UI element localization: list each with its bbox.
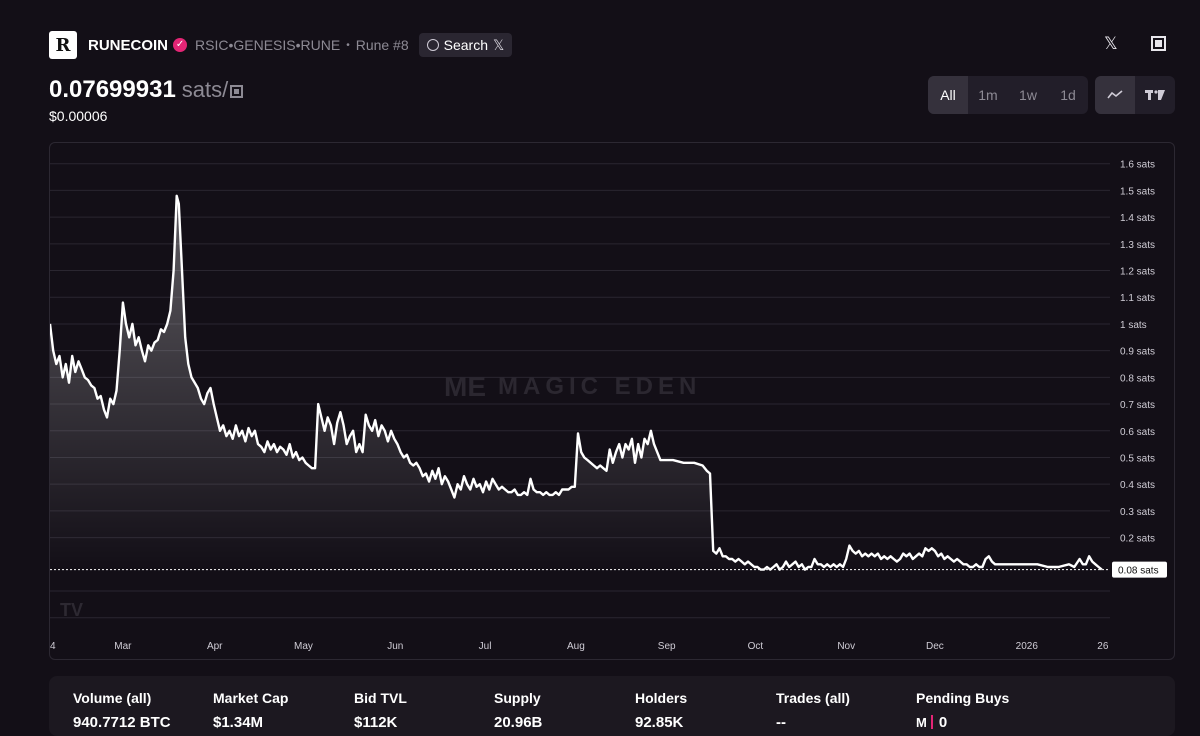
price-chart[interactable]: ME MAGIC EDEN TV 0.2 sats 0.3 sats 0.4 sat… — [49, 142, 1175, 660]
stat-label: Holders — [635, 690, 688, 706]
range-1d-button[interactable]: 1d — [1060, 87, 1076, 103]
stat-value: 92.85K — [635, 714, 684, 731]
verified-check-icon: ✓ — [173, 38, 188, 52]
token-header: R RUNECOIN ✓ RSIC•GENESIS•RUNE • Rune #8… — [49, 30, 513, 60]
stat-label: Volume (all) — [73, 690, 152, 706]
price-unit-text: sats/ — [181, 77, 229, 102]
y-tick-label: 1.5 sats — [1120, 186, 1155, 197]
y-tick-label: 1 sats — [1120, 320, 1147, 331]
magic-eden-small-icon: M — [916, 715, 927, 730]
x-tick-label: Sep — [658, 641, 676, 652]
y-tick-label: 1.3 sats — [1120, 240, 1155, 251]
time-range-selector: All 1m 1w 1d — [928, 76, 1088, 114]
y-tick-label: 0.3 sats — [1120, 507, 1155, 518]
token-name: RUNECOIN — [88, 36, 169, 54]
range-1m-button[interactable]: 1m — [978, 87, 998, 103]
stat-value: $1.34M — [213, 714, 264, 731]
search-button[interactable]: Search 𝕏 — [418, 33, 513, 57]
usd-price: $0.00006 — [49, 108, 108, 124]
x-tick-label: 4 — [50, 641, 56, 652]
stat-market-cap: Market Cap $1.34M — [213, 690, 288, 731]
y-tick-label: 0.7 sats — [1120, 400, 1155, 411]
runecoin-logo: R — [49, 31, 77, 59]
line-chart-icon — [1107, 90, 1123, 99]
x-tick-label: May — [294, 641, 313, 652]
stat-label: Bid TVL — [354, 690, 407, 706]
price-display: 0.07699931 sats/ — [49, 76, 244, 104]
pending-buys-value: 0 — [938, 714, 948, 731]
stat-value: 20.96B — [494, 714, 543, 731]
magic-eden-logo-icon: ME — [444, 371, 486, 402]
x-tick-label: Oct — [748, 641, 764, 652]
stat-label: Supply — [494, 690, 541, 706]
stat-label: Market Cap — [213, 690, 289, 706]
y-tick-label: 0.5 sats — [1120, 453, 1155, 464]
line-chart-button[interactable] — [1095, 76, 1135, 114]
tradingview-button[interactable] — [1135, 76, 1175, 114]
x-tick-label: 26 — [1097, 641, 1109, 652]
x-tick-label: Jul — [479, 641, 492, 652]
chart-svg: 0.2 sats 0.3 sats 0.4 sats 0.5 sats 0.6 sats… — [50, 160, 1167, 652]
stat-label: Trades (all) — [776, 690, 850, 706]
x-tick-label: Mar — [114, 641, 132, 652]
y-tick-label: 1.4 sats — [1120, 213, 1155, 224]
logo-glyph: R — [55, 34, 71, 56]
price-area-fill — [50, 195, 1102, 570]
stat-label: Pending Buys — [916, 690, 1010, 706]
y-tick-label: 1.1 sats — [1120, 293, 1155, 304]
search-label: Search — [443, 37, 488, 53]
stat-value: -- — [776, 714, 786, 731]
x-share-icon[interactable]: 𝕏 — [1104, 34, 1118, 53]
y-tick-label: 0.4 sats — [1120, 480, 1155, 491]
chart-type-selector — [1095, 76, 1175, 114]
rune-number: Rune #8 — [355, 37, 409, 53]
x-tick-label: Aug — [567, 641, 585, 652]
y-tick-label: 1.2 sats — [1120, 267, 1155, 278]
y-tick-label: 0.9 sats — [1120, 347, 1155, 358]
x-tick-label: Nov — [837, 641, 855, 652]
stat-value: $112K — [354, 714, 398, 731]
y-tick-label: 0.2 sats — [1120, 534, 1155, 545]
x-tick-label: 2026 — [1016, 641, 1039, 652]
x-tick-label: Dec — [926, 641, 944, 652]
range-all-button[interactable]: All — [928, 76, 968, 114]
stat-volume: Volume (all) 940.7712 BTC — [73, 690, 171, 731]
current-price-label: 0.08 sats — [1118, 566, 1159, 577]
tradingview-watermark-icon: TV — [60, 600, 84, 620]
stat-bid-tvl: Bid TVL $112K — [354, 690, 407, 731]
stats-bar: Volume (all) 940.7712 BTC Market Cap $1.… — [49, 676, 1175, 736]
x-logo-icon: 𝕏 — [493, 36, 505, 53]
stat-value: 940.7712 BTC — [73, 714, 171, 731]
y-tick-label: 0.6 sats — [1120, 427, 1155, 438]
x-tick-label: Apr — [207, 641, 223, 652]
x-tick-label: Jun — [387, 641, 403, 652]
search-icon — [426, 39, 439, 51]
stat-supply: Supply 20.96B — [494, 690, 542, 731]
price-line — [50, 194, 1103, 571]
price-value: 0.07699931 — [49, 76, 176, 103]
rune-separator: • — [346, 39, 350, 51]
pending-bar-icon — [930, 715, 933, 729]
y-tick-label: 0.8 sats — [1120, 373, 1155, 384]
rune-ticker: RSIC•GENESIS•RUNE — [195, 37, 341, 53]
y-tick-label: 1.6 sats — [1120, 160, 1155, 171]
tradingview-icon — [1145, 90, 1165, 100]
range-1w-button[interactable]: 1w — [1019, 87, 1037, 103]
ordinals-icon[interactable] — [1151, 36, 1166, 51]
price-unit: sats/ — [181, 77, 244, 103]
stat-holders: Holders 92.85K — [635, 690, 687, 731]
stat-trades: Trades (all) -- — [776, 690, 850, 731]
rune-unit-icon — [230, 85, 244, 98]
current-price-badge — [1112, 561, 1167, 578]
